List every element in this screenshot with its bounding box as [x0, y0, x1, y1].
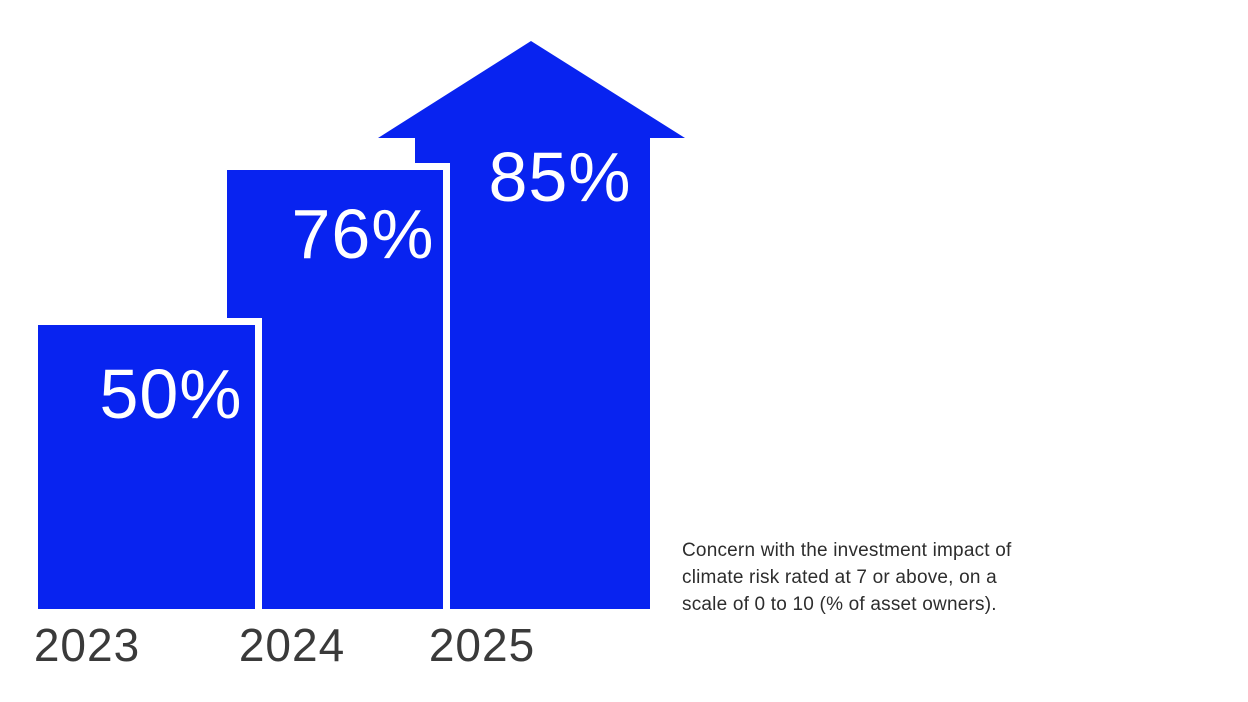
- x-axis-label-2025: 2025: [428, 619, 536, 671]
- bar-2025-arrow: 85%: [378, 41, 685, 609]
- bar-2023: 50%: [31, 318, 262, 609]
- value-label-2023: 50%: [99, 355, 243, 433]
- up-arrow-icon: [378, 41, 685, 609]
- x-axis-label-2023: 2023: [33, 619, 141, 671]
- chart-caption: Concern with the investment impact of cl…: [682, 540, 1012, 615]
- value-label-2024: 76%: [291, 195, 435, 273]
- x-axis-label-2024: 2024: [238, 619, 346, 671]
- value-label-2025: 85%: [488, 138, 632, 216]
